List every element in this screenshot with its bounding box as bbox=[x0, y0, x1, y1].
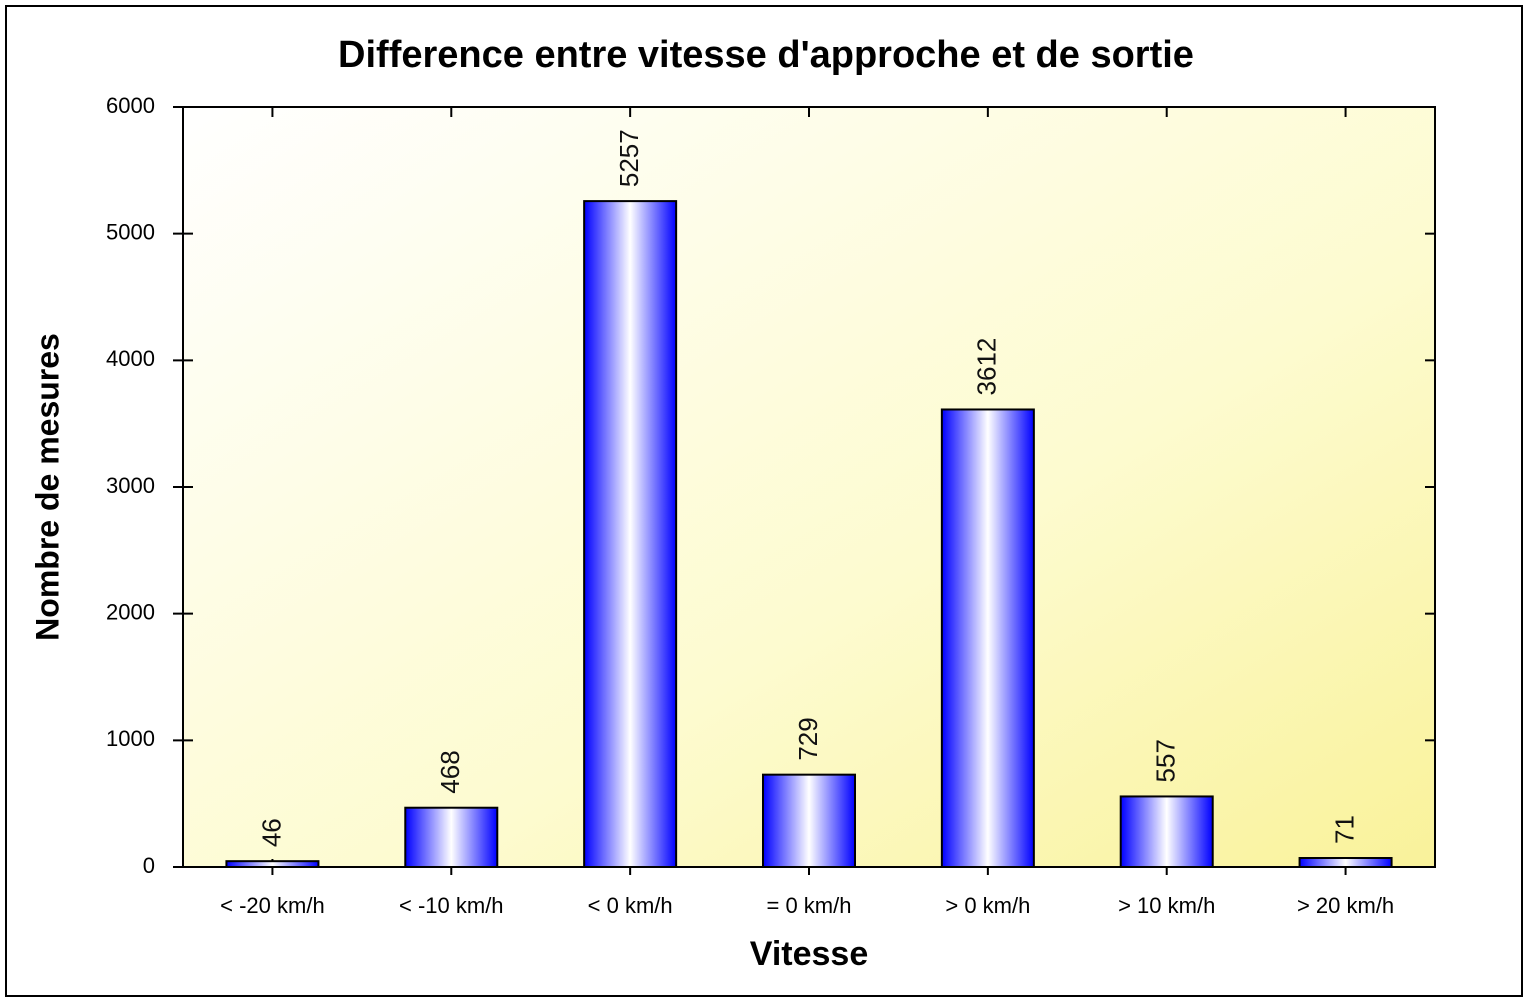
bar bbox=[583, 200, 678, 868]
plot-area bbox=[182, 106, 1436, 868]
value-label: 468 bbox=[435, 750, 465, 793]
y-tick-label: 5000 bbox=[106, 219, 155, 244]
x-tick-label: < -10 km/h bbox=[399, 893, 504, 918]
y-tick-label: 2000 bbox=[106, 599, 155, 624]
x-tick-label: > 10 km/h bbox=[1118, 893, 1215, 918]
bar bbox=[940, 408, 1035, 868]
x-tick-label: > 20 km/h bbox=[1297, 893, 1394, 918]
value-label: 729 bbox=[793, 717, 823, 760]
x-tick-label: > 0 km/h bbox=[945, 893, 1030, 918]
y-tick-label: 6000 bbox=[106, 93, 155, 118]
value-label: 3612 bbox=[972, 338, 1002, 396]
bar bbox=[762, 773, 856, 868]
value-label: 71 bbox=[1329, 815, 1359, 844]
bar bbox=[1298, 857, 1393, 868]
value-label: 5257 bbox=[614, 129, 644, 187]
y-tick-label: 4000 bbox=[106, 346, 155, 371]
chart-title: Difference entre vitesse d'approche et d… bbox=[338, 34, 1194, 76]
y-tick-label: 3000 bbox=[106, 473, 155, 498]
y-tick-label: 0 bbox=[143, 853, 155, 878]
x-axis-label: Vitesse bbox=[750, 935, 868, 973]
bar bbox=[1119, 795, 1214, 868]
x-tick-label: = 0 km/h bbox=[767, 893, 852, 918]
bar bbox=[225, 860, 320, 869]
value-label: 557 bbox=[1151, 739, 1181, 782]
bar bbox=[404, 806, 499, 868]
x-tick-label: < -20 km/h bbox=[220, 893, 325, 918]
x-tick-label: < 0 km/h bbox=[588, 893, 673, 918]
value-label: 46 bbox=[256, 818, 286, 847]
y-tick-label: 1000 bbox=[106, 726, 155, 751]
y-axis-label: Nombre de mesures bbox=[29, 333, 65, 641]
